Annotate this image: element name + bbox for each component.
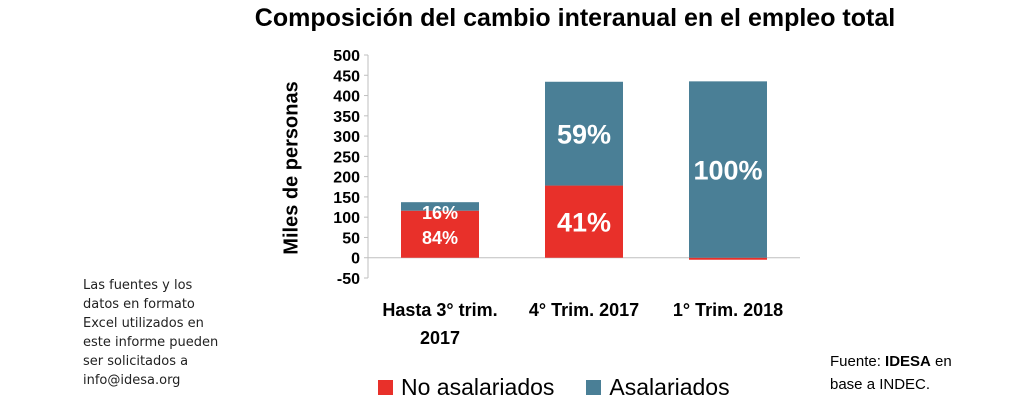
y-tick-label: 250: [333, 149, 360, 166]
legend-item-asalariados: Asalariados: [586, 373, 730, 401]
bar-segment: [401, 210, 479, 258]
legend: No asalariados Asalariados: [378, 370, 762, 404]
y-tick-label: 50: [342, 230, 360, 247]
source-org: IDESA: [885, 353, 931, 370]
bar-segment: [545, 81, 623, 186]
data-label: 41%: [557, 207, 611, 237]
source-line-2: base a INDEC.: [830, 376, 931, 393]
bar-segment: [401, 202, 479, 211]
y-axis-label: Miles de personas: [280, 81, 303, 255]
data-label: 84%: [422, 228, 458, 248]
x-tick-label-line: 2017: [419, 328, 461, 348]
x-tick-label-line: 4° Trim. 2017: [528, 300, 640, 320]
legend-swatch-no-asalariados: [378, 379, 393, 395]
bars: [401, 81, 767, 260]
y-tick-label: 200: [333, 170, 360, 187]
note-line: Excel utilizados en: [83, 316, 204, 331]
bar-segment: [689, 257, 767, 260]
note-email[interactable]: info@idesa.org: [83, 373, 181, 388]
note-line: datos en formato: [83, 297, 195, 312]
y-tick-label: 150: [333, 190, 360, 207]
x-tick-label: Hasta 3° trim. 2017: [355, 296, 525, 352]
y-tick-label: 300: [333, 129, 360, 146]
legend-label-no-asalariados: No asalariados: [401, 373, 555, 400]
source-line-1: Fuente: IDESA en: [830, 353, 952, 370]
bar-segment: [689, 81, 767, 258]
note-line: Las fuentes y los: [83, 278, 193, 293]
y-tick-label: 350: [333, 109, 360, 126]
x-tick-label: 4° Trim. 2017: [499, 296, 669, 324]
data-label: 16%: [422, 203, 458, 223]
note-line: ser solicitados a: [83, 354, 189, 369]
data-label: 59%: [557, 119, 611, 149]
x-tick-label-line: 1° Trim. 2018: [672, 300, 784, 320]
data-label: 100%: [693, 155, 762, 185]
y-tick-label: 400: [333, 89, 360, 106]
y-tick-label: -50: [337, 271, 360, 288]
y-tick-label: 100: [333, 210, 360, 227]
y-tick-label: 0: [351, 251, 360, 268]
data-source-note: Las fuentes y los datos en formato Excel…: [83, 276, 253, 390]
legend-label-asalariados: Asalariados: [609, 373, 730, 400]
y-tick-label: 450: [333, 68, 360, 85]
legend-item-no-asalariados: No asalariados: [378, 374, 554, 401]
source-credit: Fuente: IDESA en base a INDEC.: [830, 350, 1010, 396]
x-tick-label-line: Hasta 3° trim.: [382, 300, 498, 320]
note-line: este informe pueden: [83, 335, 219, 350]
data-labels: 84% 16% 41% 59% 100%: [422, 119, 763, 248]
x-tick-label: 1° Trim. 2018: [643, 296, 813, 324]
chart-title: Composición del cambio interanual en el …: [254, 4, 896, 32]
bar-segment: [545, 185, 623, 258]
y-tick-label: 500: [333, 48, 360, 65]
legend-swatch-asalariados: [586, 379, 602, 395]
